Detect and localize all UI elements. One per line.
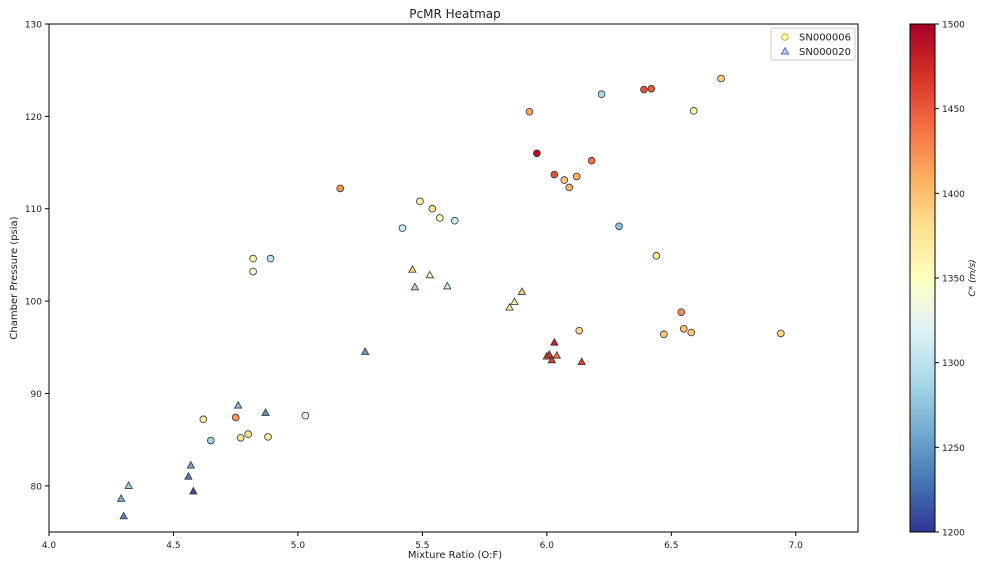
scatter-point-sn000006 xyxy=(679,324,688,333)
scatter-point-sn000006 xyxy=(428,204,437,213)
scatter-point-sn000020 xyxy=(124,481,133,489)
y-tick-label: 120 xyxy=(25,113,42,123)
scatter-point-sn000006 xyxy=(533,149,541,158)
scatter-point-sn000006 xyxy=(615,222,623,231)
scatter-point-sn000006 xyxy=(587,156,596,165)
legend-circle-marker xyxy=(781,33,789,41)
scatter-point-sn000006 xyxy=(236,433,245,442)
colorbar: 1200 1250 1300 1350 1400 1450 1500 C* (m/s) xyxy=(909,21,978,539)
y-tick-label: 100 xyxy=(25,298,42,308)
legend-label-sn000006: SN000006 xyxy=(799,33,851,44)
scatter-point-sn000006 xyxy=(647,84,656,93)
scatter-point-sn000020 xyxy=(189,486,198,495)
colorbar-tick-label: 1350 xyxy=(942,275,965,285)
x-tick-label: 6.5 xyxy=(664,541,678,551)
scatter-point-sn000020 xyxy=(505,302,514,311)
scatter-point-sn000006 xyxy=(416,197,424,206)
x-axis-label: Mixture Ratio (O:F) xyxy=(408,550,502,561)
y-tick-label: 130 xyxy=(25,21,42,31)
y-tick-label: 90 xyxy=(31,390,43,400)
scatter-point-sn000006 xyxy=(301,411,310,420)
legend: SN000006 SN000020 xyxy=(770,27,856,61)
scatter-point-sn000020 xyxy=(552,350,562,359)
scatter-point-sn000020 xyxy=(233,400,243,409)
scatter-point-sn000020 xyxy=(547,355,557,364)
scatter-point-sn000006 xyxy=(264,433,272,441)
scatter-point-sn000020 xyxy=(517,287,527,295)
scatter-point-sn000006 xyxy=(525,107,534,116)
y-tick-label: 110 xyxy=(25,205,42,215)
scatter-point-sn000020 xyxy=(410,282,420,291)
scatter-point-sn000006 xyxy=(652,252,661,260)
scatter-point-sn000006 xyxy=(398,224,407,232)
x-axis-ticks: 4.0 4.5 5.0 5.5 6.0 6.5 7.0 xyxy=(42,532,803,551)
scatter-point-sn000020 xyxy=(360,347,370,355)
scatter-point-sn000006 xyxy=(336,184,345,193)
y-axis-label: Chamber Pressure (psia) xyxy=(9,216,20,339)
colorbar-tick-label: 1300 xyxy=(942,359,965,369)
scatter-point-sn000006 xyxy=(244,430,252,438)
scatter-point-sn000006 xyxy=(199,415,208,424)
colorbar-gradient xyxy=(909,23,936,533)
scatter-point-sn000006 xyxy=(565,183,574,192)
scatter-point-sn000006 xyxy=(687,328,696,337)
scatter-point-sn000006 xyxy=(249,254,257,263)
scatter-point-sn000020 xyxy=(408,264,417,273)
x-tick-label: 7.0 xyxy=(789,541,804,551)
scatter-point-sn000006 xyxy=(436,214,444,222)
scatter-point-sn000006 xyxy=(660,330,668,339)
scatter-point-sn000006 xyxy=(249,267,257,276)
y-tick-label: 80 xyxy=(31,482,43,492)
legend-box xyxy=(770,27,856,61)
scatter-point-sn000006 xyxy=(207,436,215,445)
x-tick-label: 4.0 xyxy=(42,541,57,551)
scatter-point-sn000006 xyxy=(231,413,240,422)
scatter-point-sn000020 xyxy=(550,337,559,346)
data-points xyxy=(116,74,785,520)
x-tick-label: 5.5 xyxy=(415,541,429,551)
plot-frame xyxy=(48,23,859,533)
scatter-point-sn000006 xyxy=(572,172,581,181)
x-tick-label: 5.0 xyxy=(291,541,306,551)
colorbar-tick-label: 1200 xyxy=(942,529,965,539)
scatter-point-sn000006 xyxy=(450,216,459,225)
scatter-point-sn000020 xyxy=(184,471,193,480)
scatter-point-sn000006 xyxy=(597,90,606,98)
scatter-point-sn000006 xyxy=(266,254,275,263)
legend-triangle-marker xyxy=(780,46,790,55)
legend-label-sn000020: SN000020 xyxy=(799,47,851,58)
scatter-point-sn000020 xyxy=(510,297,519,306)
scatter-point-sn000006 xyxy=(677,308,686,316)
scatter-point-sn000006 xyxy=(640,85,648,94)
scatter-point-sn000006 xyxy=(777,329,785,338)
colorbar-label: C* (m/s) xyxy=(968,259,978,296)
scatter-point-sn000006 xyxy=(689,107,698,115)
colorbar-tick-label: 1250 xyxy=(942,444,965,454)
scatter-point-sn000006 xyxy=(575,326,584,335)
scatter-point-sn000020 xyxy=(442,281,452,290)
scatter-point-sn000006 xyxy=(560,176,569,184)
scatter-point-sn000020 xyxy=(261,408,270,416)
x-tick-label: 6.0 xyxy=(540,541,555,551)
plot-area: 4.0 4.5 5.0 5.5 6.0 6.5 7.0 80 90 100 110 120 130 xyxy=(25,21,859,551)
colorbar-tick-label: 1400 xyxy=(942,190,965,200)
scatter-point-sn000020 xyxy=(119,511,128,520)
scatter-point-sn000020 xyxy=(425,270,435,279)
scatter-point-sn000020 xyxy=(186,460,196,469)
colorbar-tick-label: 1500 xyxy=(942,21,965,31)
colorbar-tick-label: 1450 xyxy=(942,105,965,115)
colorbar-ticks: 1200 1250 1300 1350 1400 1450 1500 xyxy=(935,21,965,539)
scatter-point-sn000020 xyxy=(577,357,586,366)
scatter-point-sn000006 xyxy=(717,74,725,83)
x-tick-label: 4.5 xyxy=(166,541,180,551)
y-axis-ticks: 80 90 100 110 120 130 xyxy=(25,21,49,492)
scatter-point-sn000020 xyxy=(116,494,126,502)
chart-title: PcMR Heatmap xyxy=(409,7,500,21)
scatter-point-sn000020 xyxy=(545,349,554,358)
scatter-point-sn000006 xyxy=(550,170,559,179)
